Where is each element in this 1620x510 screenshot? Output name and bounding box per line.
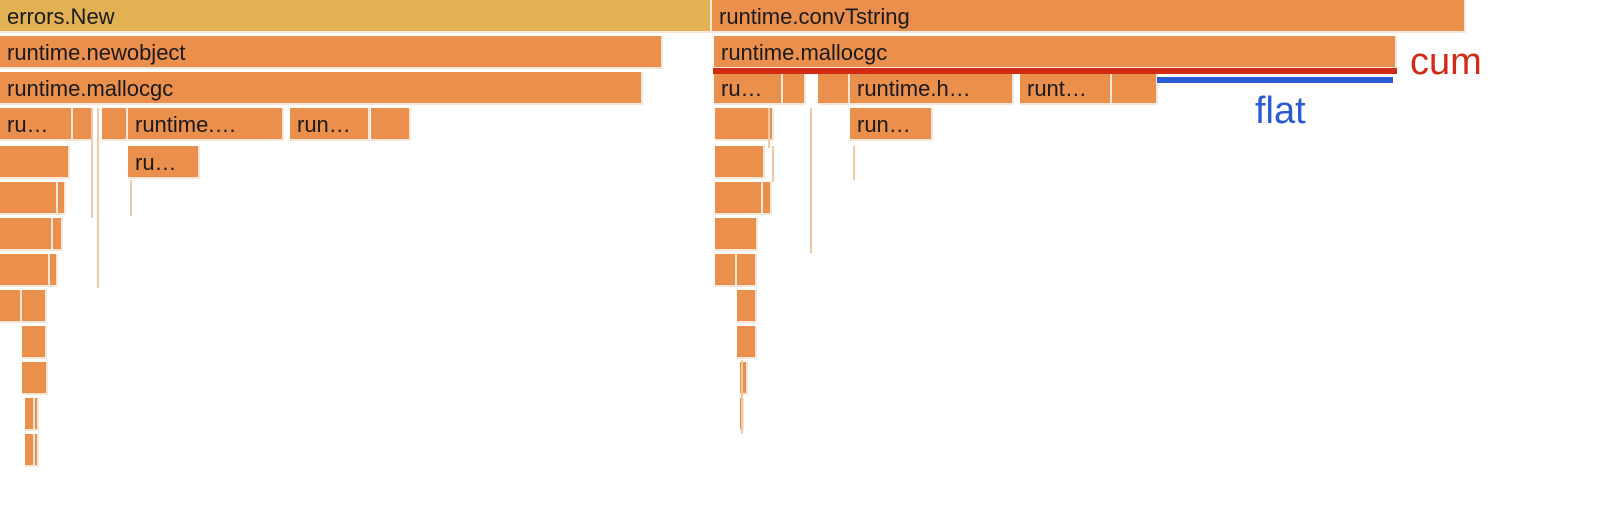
frame-deep-18[interactable] xyxy=(22,362,48,395)
frame-deep-2[interactable] xyxy=(0,182,58,215)
frame-r3-run[interactable]: run… xyxy=(850,108,933,141)
frame-deep-20[interactable] xyxy=(35,398,39,431)
frame-label: run… xyxy=(297,112,351,137)
frame-r2-runtime-h[interactable]: runtime.h… xyxy=(850,72,1014,105)
frame-label: errors.New xyxy=(7,4,115,29)
frame-label: run… xyxy=(857,112,911,137)
cum-annotation: cum xyxy=(1410,41,1482,83)
frame-label: runtime.mallocgc xyxy=(7,76,174,101)
frame-deep-13[interactable] xyxy=(0,290,22,323)
thin-frame-sliver[interactable] xyxy=(741,398,743,434)
frame-deep-8[interactable] xyxy=(715,218,758,251)
frame-deep-17[interactable] xyxy=(737,326,757,359)
frame-deep-21[interactable] xyxy=(25,434,35,467)
frame-runtime-convtstring[interactable]: runtime.convTstring xyxy=(712,0,1466,33)
frame-deep-6[interactable] xyxy=(0,218,53,251)
frame-deep-1[interactable] xyxy=(715,146,765,179)
thin-frame-sliver[interactable] xyxy=(741,360,743,398)
thin-frame-sliver[interactable] xyxy=(91,108,93,218)
frame-deep-4[interactable] xyxy=(715,182,763,215)
frame-errors-new[interactable]: errors.New xyxy=(0,0,712,33)
thin-frame-sliver[interactable] xyxy=(130,180,132,216)
frame-label: ru… xyxy=(7,112,49,137)
frame-runtime-mallocgc-right[interactable]: runtime.mallocgc xyxy=(714,36,1397,69)
frame-l3-small-3[interactable] xyxy=(371,108,411,141)
frame-l3-runtime[interactable]: runtime.… xyxy=(128,108,284,141)
frame-r2-small-1[interactable] xyxy=(783,72,806,105)
thin-frame-sliver[interactable] xyxy=(97,218,99,288)
thin-frame-sliver[interactable] xyxy=(810,108,812,253)
frame-l3-ru[interactable]: ru… xyxy=(0,108,73,141)
flat-annotation: flat xyxy=(1255,90,1306,132)
cum-marker-bar xyxy=(713,68,1397,74)
frame-r2-ru[interactable]: ru… xyxy=(714,72,783,105)
frame-deep-22[interactable] xyxy=(35,434,39,467)
frame-label: ru… xyxy=(135,150,177,175)
frame-deep-9[interactable] xyxy=(0,254,50,287)
frame-label: runtime.… xyxy=(135,112,237,137)
frame-deep-11[interactable] xyxy=(715,254,737,287)
frame-deep-5[interactable] xyxy=(763,182,772,215)
frame-deep-23[interactable] xyxy=(740,362,748,395)
frame-l4-ru[interactable]: ru… xyxy=(128,146,200,179)
thin-frame-sliver[interactable] xyxy=(768,108,770,148)
frame-deep-7[interactable] xyxy=(53,218,63,251)
frame-label: runt… xyxy=(1027,76,1087,101)
frame-label: ru… xyxy=(721,76,763,101)
thin-frame-sliver[interactable] xyxy=(853,146,855,180)
frame-deep-12[interactable] xyxy=(737,254,757,287)
frame-l3-small-1[interactable] xyxy=(73,108,93,141)
frame-deep-14[interactable] xyxy=(22,290,47,323)
frame-label: runtime.mallocgc xyxy=(721,40,888,65)
frame-label: runtime.newobject xyxy=(7,40,186,65)
frame-deep-16[interactable] xyxy=(22,326,47,359)
frame-deep-15[interactable] xyxy=(737,290,757,323)
frame-runtime-mallocgc-left[interactable]: runtime.mallocgc xyxy=(0,72,643,105)
thin-frame-sliver[interactable] xyxy=(772,146,774,182)
frame-runtime-newobject[interactable]: runtime.newobject xyxy=(0,36,663,69)
frame-l4-a[interactable] xyxy=(0,146,70,179)
frame-deep-19[interactable] xyxy=(25,398,35,431)
frame-r2-small-3[interactable] xyxy=(1112,72,1158,105)
frame-r2-runt[interactable]: runt… xyxy=(1020,72,1112,105)
frame-deep-3[interactable] xyxy=(58,182,66,215)
frame-label: runtime.h… xyxy=(857,76,971,101)
thin-frame-sliver[interactable] xyxy=(97,108,99,218)
frame-deep-10[interactable] xyxy=(50,254,58,287)
flat-marker-bar xyxy=(1157,77,1393,83)
frame-l3-run[interactable]: run… xyxy=(290,108,370,141)
frame-label: runtime.convTstring xyxy=(719,4,910,29)
frame-l3-small-2[interactable] xyxy=(102,108,128,141)
frame-r3-a[interactable] xyxy=(715,108,774,141)
frame-r2-small-2[interactable] xyxy=(818,72,850,105)
